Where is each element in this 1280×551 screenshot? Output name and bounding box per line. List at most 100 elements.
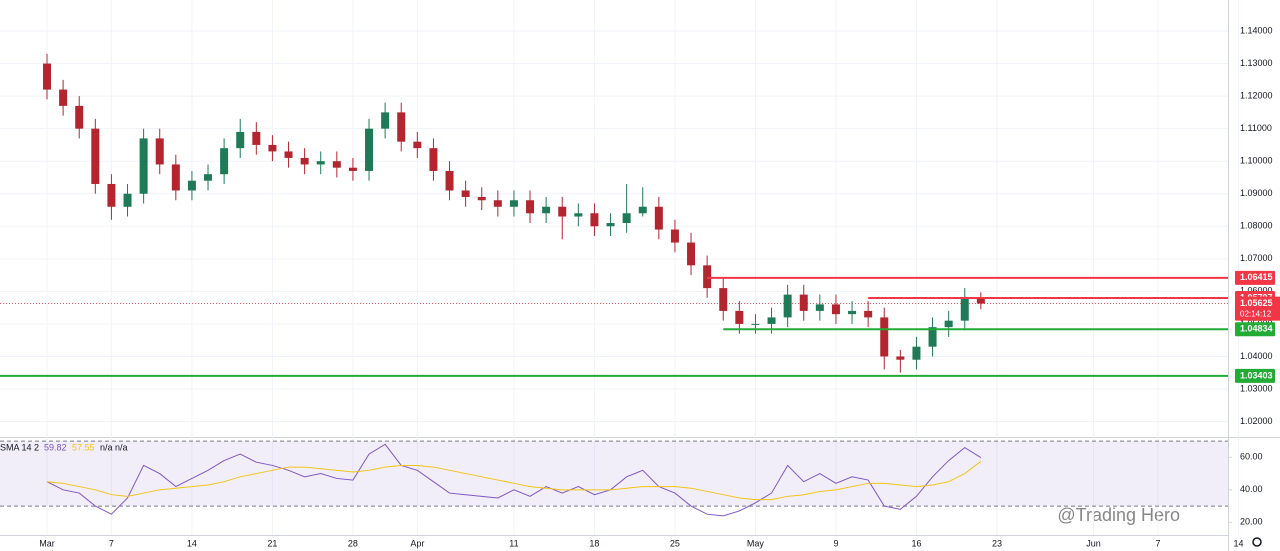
candle-body [703, 265, 712, 289]
band-fill [0, 441, 1228, 507]
candle-body [381, 112, 390, 129]
indicator-value: 57.55 [72, 442, 95, 452]
candle-body [284, 151, 293, 158]
candle-body [445, 170, 454, 191]
candle-body [638, 206, 647, 214]
candle-body [622, 213, 631, 224]
y-tick-label: 1.03000 [1240, 383, 1273, 393]
candle-body [123, 193, 132, 207]
candle-body [397, 112, 406, 142]
y-tick-label: 1.13000 [1240, 58, 1273, 68]
candle-body [91, 128, 100, 184]
candle-body [365, 128, 374, 171]
x-tick-label: 7 [1155, 538, 1160, 548]
x-tick-label: 14 [1233, 538, 1243, 548]
candle-body [332, 161, 341, 168]
x-tick-label: 18 [589, 538, 599, 548]
x-tick-label: 16 [911, 538, 921, 548]
y-tick-label: 60.00 [1240, 452, 1263, 462]
candle-body [912, 346, 921, 360]
x-tick-label: Jun [1086, 538, 1101, 548]
candle-body [799, 294, 808, 311]
candle-body [509, 200, 518, 207]
candle-body [751, 323, 760, 325]
candle-body [526, 200, 535, 214]
candle-body [236, 131, 245, 149]
x-tick-label: 25 [670, 538, 680, 548]
candle-body [896, 356, 905, 360]
candle-body [767, 317, 776, 324]
candle-body [558, 206, 567, 217]
candle-body [831, 304, 840, 315]
candle-body [976, 297, 985, 304]
candle-body [654, 206, 663, 230]
x-tick-label: 21 [267, 538, 277, 548]
settings-icon[interactable] [1252, 537, 1262, 547]
x-tick-label: 11 [509, 538, 518, 548]
candle-body [316, 161, 325, 165]
last-price-label: 1.05625 [1240, 298, 1273, 308]
y-tick-label: 1.04000 [1240, 351, 1273, 361]
candle-body [300, 157, 309, 165]
indicator-line [46, 460, 982, 501]
candle-body [477, 196, 486, 201]
candle-body [590, 213, 599, 227]
x-tick-label: Mar [39, 538, 55, 548]
level-label-box [1235, 368, 1275, 383]
x-tick-label: Apr [410, 538, 424, 548]
y-tick-label: 1.06000 [1240, 286, 1273, 296]
indicator-extra: n/a n/a [100, 442, 128, 452]
candle-body [187, 180, 196, 191]
y-tick-label: 1.10000 [1240, 156, 1273, 166]
candle-body [75, 105, 84, 129]
candle-body [783, 294, 792, 318]
candle-body [815, 304, 824, 311]
y-tick-label: 20.00 [1240, 517, 1263, 527]
y-tick-label: 1.12000 [1240, 90, 1273, 100]
y-tick-label: 1.14000 [1240, 25, 1273, 35]
candle-body [687, 242, 696, 266]
candle-body [268, 144, 277, 152]
x-tick-label: 7 [109, 538, 114, 548]
candle-body [348, 167, 357, 171]
candle-body [461, 190, 470, 197]
y-tick-label: 40.00 [1240, 484, 1263, 494]
candle-body [171, 164, 180, 191]
x-tick-label: 9 [833, 538, 838, 548]
candle-body [944, 320, 953, 328]
x-tick-label: May [747, 538, 765, 548]
level-label-box [1235, 322, 1275, 337]
candle-body [429, 148, 438, 171]
candle-body [493, 200, 502, 207]
candle-body [848, 310, 857, 315]
indicator-title: SMA 14 2 [0, 442, 39, 452]
candle-body [719, 288, 728, 311]
candle-body [139, 138, 148, 194]
candle-body [735, 310, 744, 324]
last-price-box [1235, 296, 1280, 321]
candle-body [220, 148, 229, 175]
candle-body [574, 213, 583, 217]
candle-body [880, 317, 889, 357]
x-tick-label: 28 [348, 538, 358, 548]
candle-body [204, 174, 213, 181]
candle-body [542, 206, 551, 214]
indicator-line [46, 443, 982, 517]
candle-body [606, 223, 615, 227]
level-label-box [1235, 270, 1275, 285]
candle-body [43, 63, 52, 90]
candle-body [864, 310, 873, 318]
level-label: 1.03403 [1240, 370, 1273, 380]
y-tick-label: 1.11000 [1240, 123, 1272, 133]
candle-body [107, 183, 116, 207]
y-tick-label: 1.08000 [1240, 221, 1273, 231]
indicator-value: 59.82 [44, 442, 67, 452]
candle-body [413, 141, 422, 149]
y-tick-label: 1.02000 [1240, 416, 1273, 426]
candle-body [670, 229, 679, 243]
candle-body [59, 89, 68, 106]
candle-body [155, 138, 164, 165]
watermark: @Trading Hero [1057, 505, 1180, 525]
